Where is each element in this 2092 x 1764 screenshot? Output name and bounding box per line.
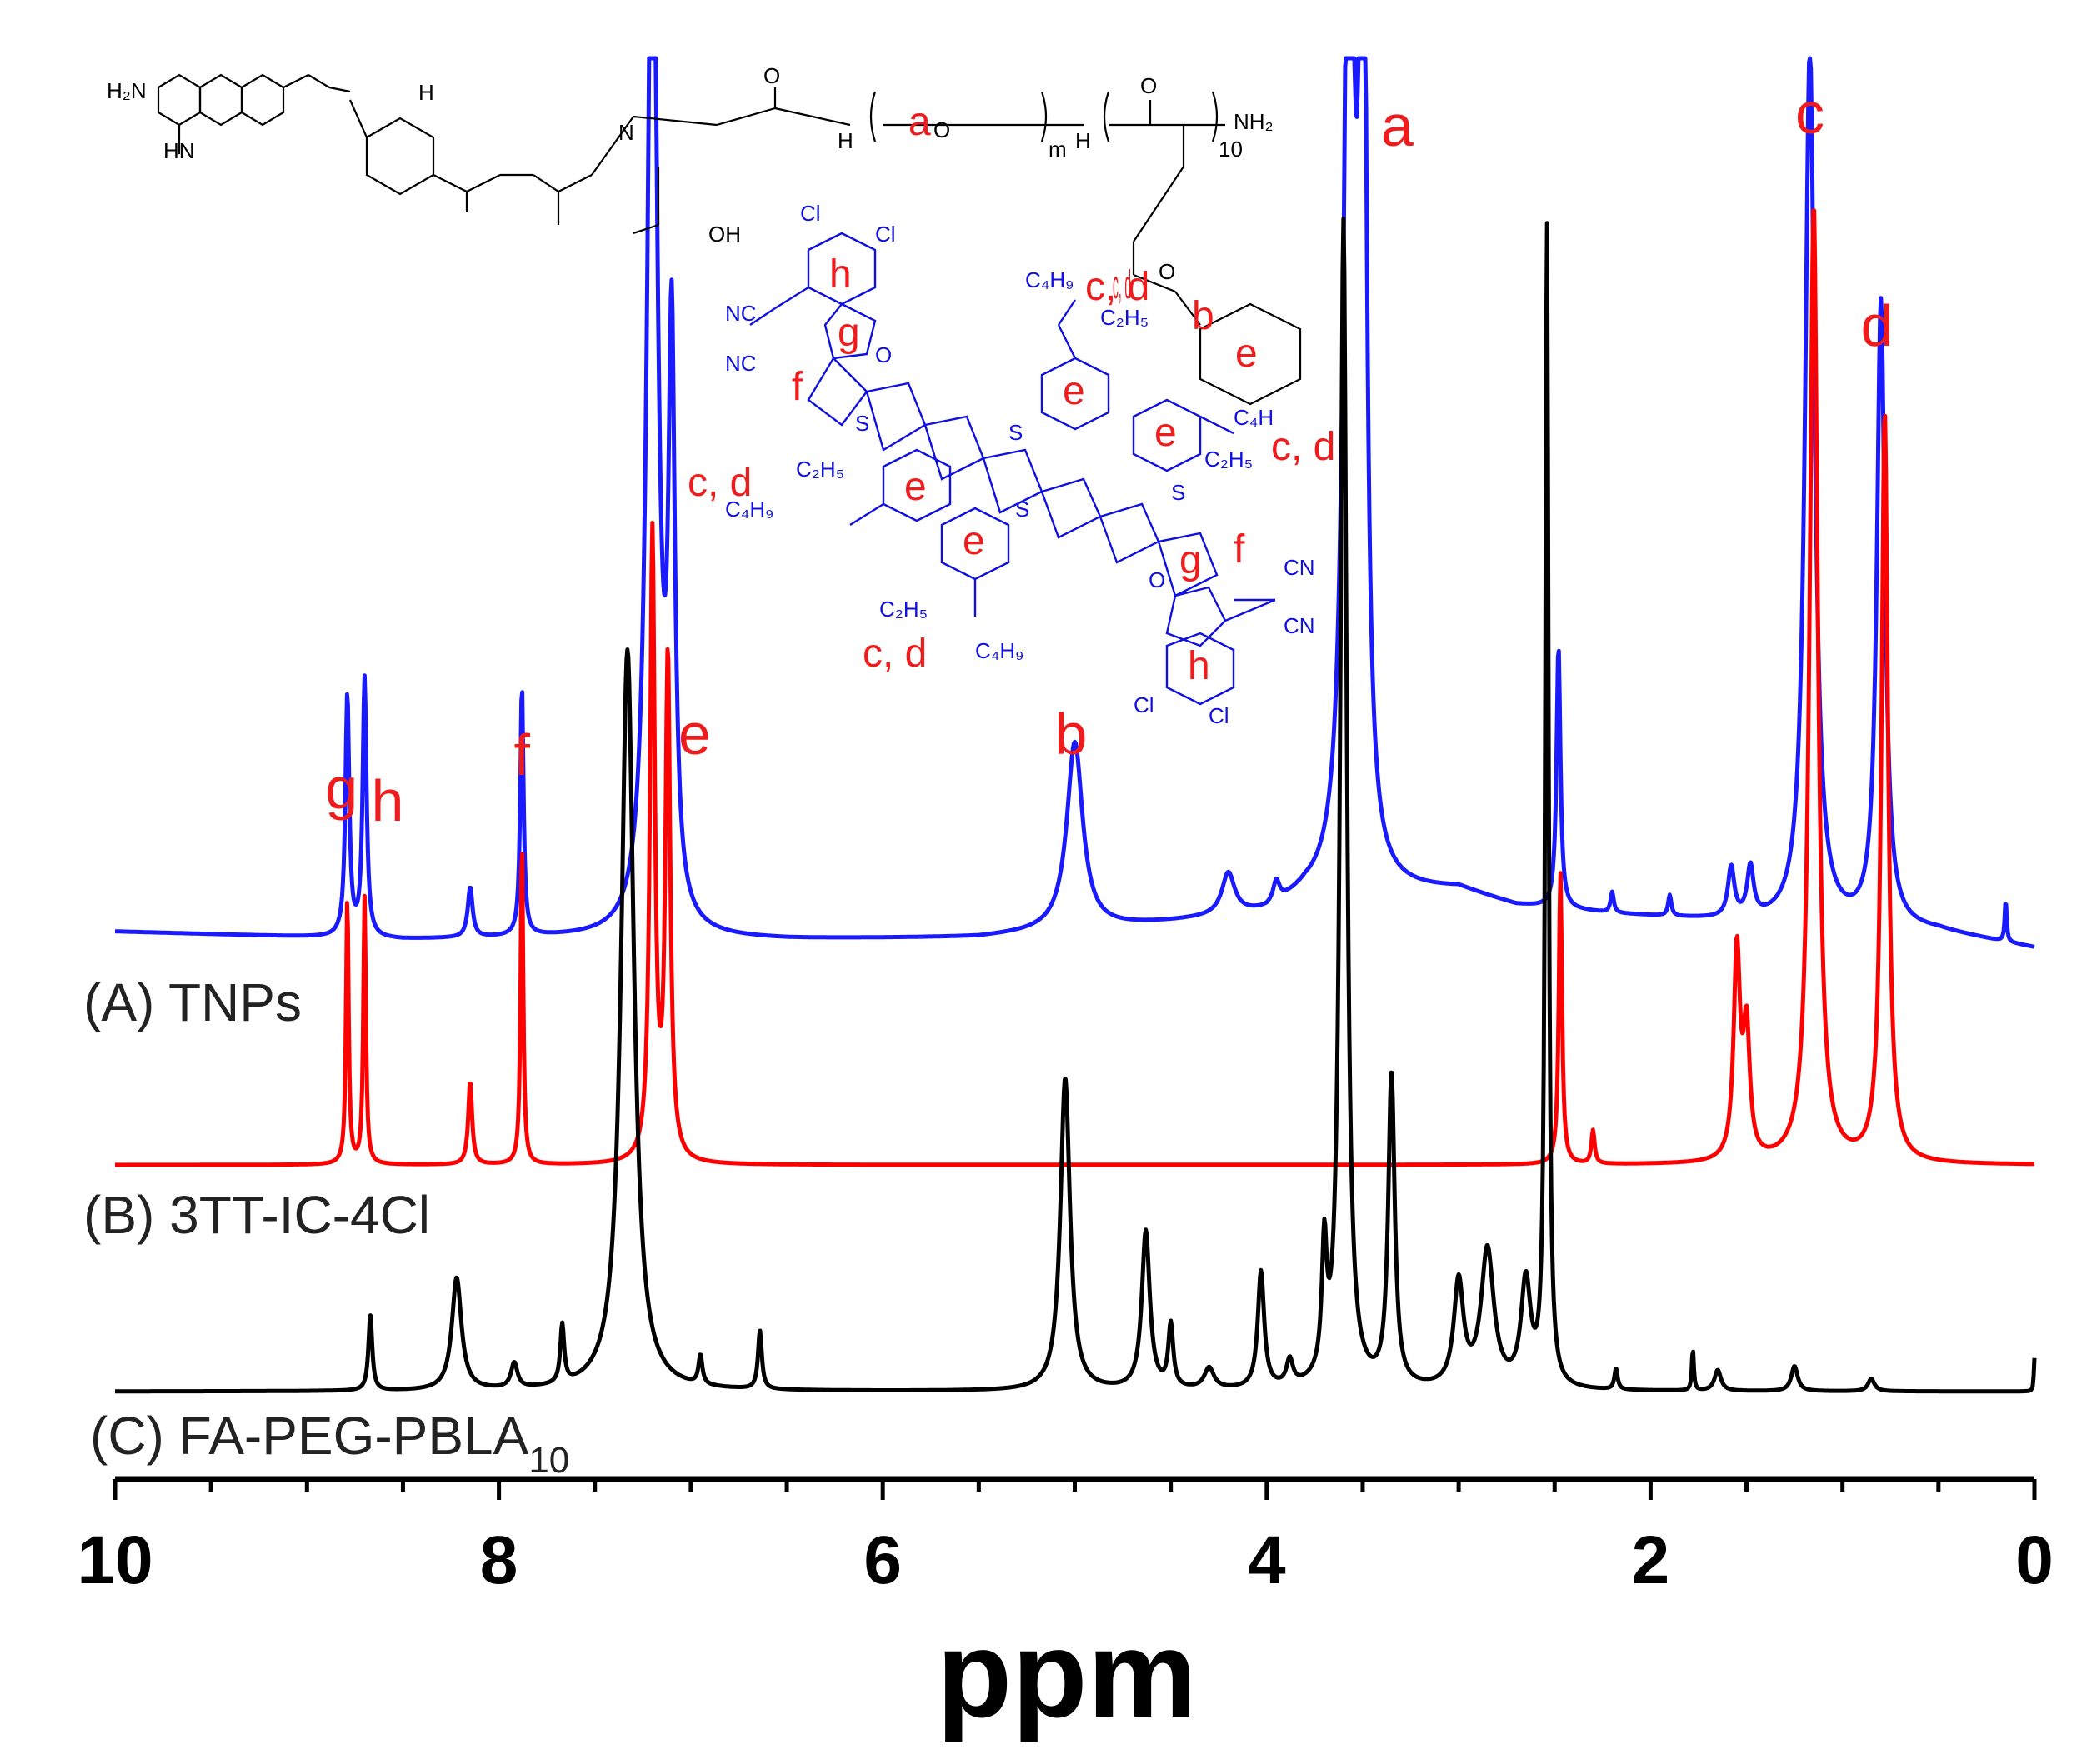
polymer-tag-b: b (1192, 294, 1214, 338)
polymer-o-1: O (763, 63, 780, 88)
polymer-10: 10 (1219, 137, 1243, 162)
acceptor-tag-e-4: e (963, 519, 985, 563)
acceptor-cl-3: Cl (1134, 692, 1154, 717)
acceptor-tag-cd-1: c, d (1085, 265, 1149, 309)
polymer-tag-a: a (908, 100, 931, 144)
x-tick-label: 8 (480, 1522, 518, 1598)
acceptor-c2h5-1: C₂H₅ (1100, 305, 1149, 330)
peak-label-a: a (1381, 93, 1414, 158)
acceptor-cl-4: Cl (1209, 703, 1229, 728)
acceptor-s-1: S (855, 411, 869, 436)
acceptor-c2h5-3: C₂H₅ (796, 457, 844, 482)
peak-label-e: e (678, 702, 711, 767)
acceptor-c4h9-3: C₄H₉ (975, 638, 1023, 663)
acceptor-tag-h-1: h (829, 252, 852, 297)
acceptor-tag-cd-2: c, d (1271, 425, 1335, 469)
x-tick-label: 10 (77, 1522, 153, 1598)
acceptor-structure: Cl Cl Cl Cl NC NC CN CN O O S S S S C₄H₉… (688, 201, 1335, 728)
series-label-c: (C) FA-PEG-PBLA10 (90, 1406, 569, 1481)
polymer-tag-e: e (1235, 332, 1258, 376)
polymer-nh-3: H (838, 128, 853, 153)
acceptor-cl-2: Cl (875, 222, 896, 247)
acceptor-o-1: O (875, 342, 892, 367)
series-label-b: (B) 3TT-IC-4Cl (83, 1185, 430, 1245)
acceptor-tag-cd-4: c, d (863, 632, 927, 676)
acceptor-c4h9-2: C₄H₉ (725, 497, 773, 522)
acceptor-tag-e-2: e (1154, 411, 1177, 455)
series-label-c-main: (C) FA-PEG-PBLA (90, 1406, 529, 1466)
peak-label-g: g (325, 756, 358, 821)
polymer-structure: H₂N HN H N O O O O OH H H m 10 NH₂ a c, … (107, 63, 1302, 406)
peak-label-b: b (1054, 702, 1087, 767)
acceptor-cn-2: CN (1284, 613, 1315, 638)
x-tick-label: 6 (863, 1522, 902, 1598)
acceptor-c2h5-2: C₂H₅ (1204, 447, 1253, 472)
polymer-o-3: O (1140, 73, 1157, 98)
polymer-o-2: O (933, 117, 950, 142)
acceptor-tag-g-2: g (1179, 538, 1202, 582)
acceptor-tag-f-2: f (1234, 527, 1245, 572)
polymer-o-4: O (1159, 259, 1175, 284)
acceptor-s-2: S (1008, 420, 1023, 445)
series-label-a: (A) TNPs (83, 972, 302, 1032)
polymer-hn: HN (163, 138, 195, 163)
acceptor-nc-2: NC (725, 351, 757, 376)
acceptor-cl-1: Cl (800, 201, 821, 226)
acceptor-c4h9-1: C₄H₉ (1025, 267, 1074, 292)
acceptor-tag-cd-3: c, d (688, 461, 752, 505)
peak-assignment-labels: g hf e ba cd (325, 81, 1893, 833)
peak-label-h: h (372, 768, 404, 833)
spectrum-line-b (113, 208, 2036, 1167)
acceptor-tag-f-1: f (792, 365, 803, 409)
x-tick-label: 4 (1248, 1522, 1286, 1598)
acceptor-tag-e-3: e (904, 465, 927, 509)
acceptor-c4h: C₄H (1234, 405, 1274, 430)
polymer-oh: OH (708, 222, 741, 247)
acceptor-tag-h-2: h (1188, 644, 1210, 688)
polymer-tag-d: c, d (1113, 263, 1131, 307)
polymer-m: m (1049, 137, 1067, 162)
x-tick-label: 0 (2015, 1522, 2054, 1598)
polymer-nh-1: H (418, 80, 434, 105)
acceptor-tag-g-1: g (838, 311, 860, 355)
peak-label-f: f (514, 722, 531, 787)
spectra-plot (113, 56, 2037, 1394)
acceptor-cn-1: CN (1284, 555, 1315, 580)
series-label-c-sub: 10 (528, 1440, 569, 1481)
polymer-h2n: H₂N (107, 78, 147, 103)
spectrum-line-c (113, 216, 2037, 1394)
acceptor-o-2: O (1149, 567, 1165, 592)
x-tick-label: 2 (1632, 1522, 1670, 1598)
acceptor-tag-e-1: e (1063, 369, 1085, 413)
polymer-nh2: NH₂ (1234, 109, 1274, 134)
peak-label-c: c (1795, 81, 1824, 146)
acceptor-nc-1: NC (725, 301, 757, 326)
spectrum-line-a (113, 56, 2036, 949)
acceptor-s-3: S (1015, 497, 1029, 522)
polymer-nh-4: H (1075, 128, 1091, 153)
polymer-nh-2: N (618, 120, 634, 145)
acceptor-c2h5-4: C₂H₅ (879, 597, 928, 622)
acceptor-s-4: S (1171, 480, 1185, 505)
peak-label-d: d (1861, 293, 1894, 358)
x-axis: 10 8 6 4 2 0 (77, 1476, 2054, 1598)
x-axis-title: ppm (937, 1606, 1197, 1743)
